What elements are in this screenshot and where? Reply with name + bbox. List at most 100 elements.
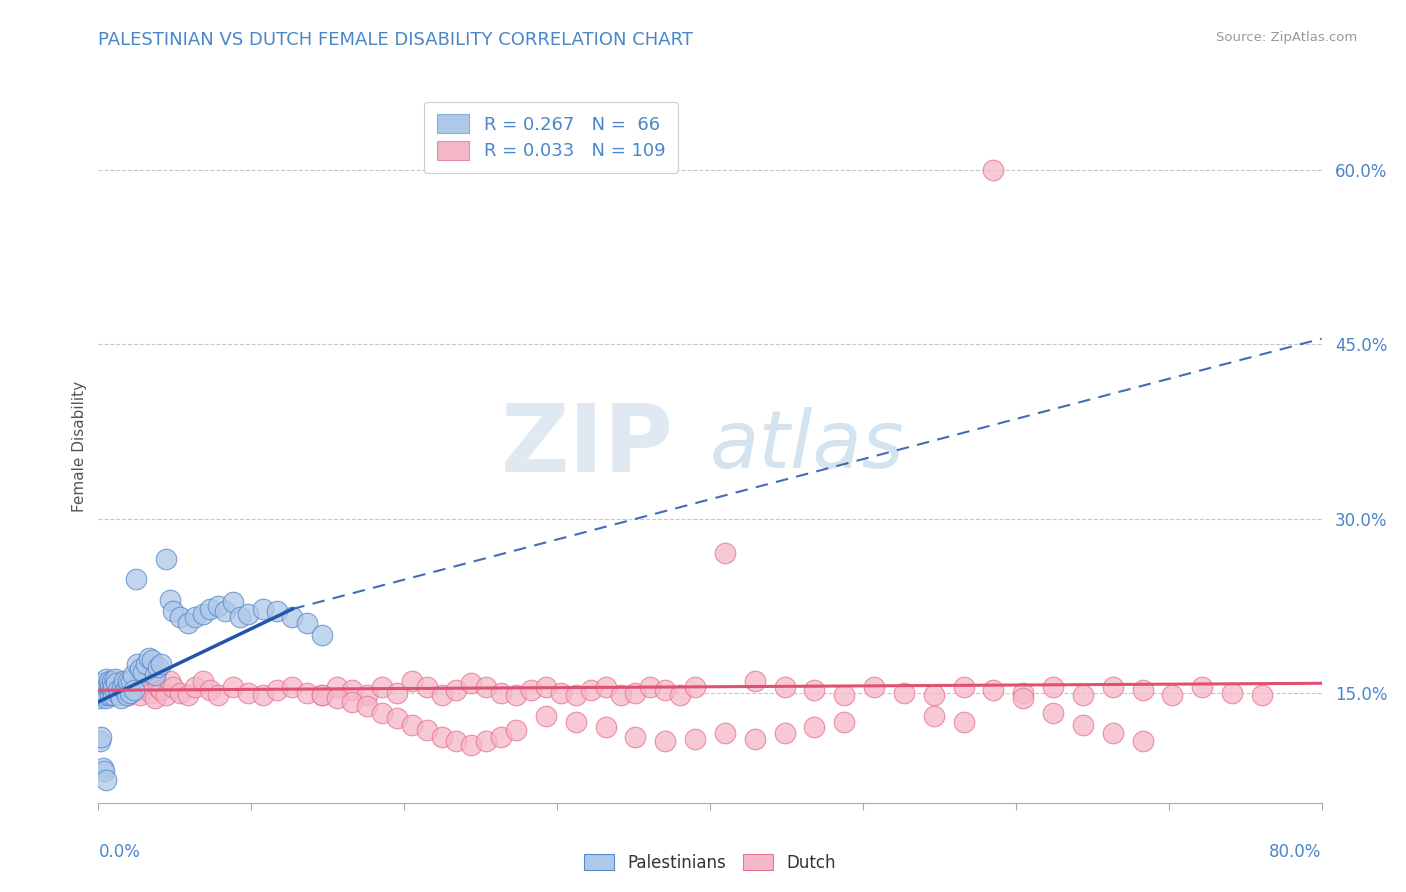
Point — [415, 723, 437, 737]
Point — [120, 680, 142, 694]
Point — [489, 685, 512, 699]
Point — [91, 688, 114, 702]
Point — [922, 708, 945, 723]
Point — [579, 683, 602, 698]
Point — [200, 683, 222, 698]
Point — [654, 734, 676, 748]
Point — [101, 673, 124, 688]
Point — [110, 691, 132, 706]
Point — [214, 604, 236, 618]
Point — [683, 680, 706, 694]
Point — [105, 680, 128, 694]
Point — [460, 738, 482, 752]
Point — [401, 718, 423, 732]
Point — [236, 685, 259, 699]
Point — [475, 734, 498, 748]
Point — [1101, 680, 1123, 694]
Point — [132, 665, 155, 679]
Point — [714, 726, 737, 740]
Point — [863, 680, 886, 694]
Point — [252, 602, 274, 616]
Point — [595, 680, 617, 694]
Point — [132, 673, 155, 688]
Point — [356, 699, 378, 714]
Point — [430, 688, 453, 702]
Point — [609, 688, 631, 702]
Text: PALESTINIAN VS DUTCH FEMALE DISABILITY CORRELATION CHART: PALESTINIAN VS DUTCH FEMALE DISABILITY C… — [98, 31, 693, 49]
Point — [1161, 688, 1184, 702]
Point — [773, 680, 796, 694]
Point — [121, 668, 143, 682]
Point — [311, 688, 333, 702]
Point — [94, 672, 117, 686]
Text: Source: ZipAtlas.com: Source: ZipAtlas.com — [1216, 31, 1357, 45]
Point — [159, 592, 181, 607]
Point — [520, 683, 543, 698]
Point — [129, 662, 152, 676]
Point — [1191, 680, 1213, 694]
Point — [1071, 688, 1094, 702]
Point — [385, 711, 408, 725]
Point — [221, 680, 243, 694]
Point — [90, 730, 112, 744]
Point — [120, 673, 142, 688]
Point — [98, 680, 121, 694]
Point — [114, 683, 136, 698]
Text: atlas: atlas — [710, 407, 905, 485]
Point — [266, 683, 288, 698]
Point — [150, 657, 173, 671]
Point — [125, 683, 148, 698]
Point — [162, 604, 184, 618]
Point — [101, 683, 124, 698]
Point — [952, 680, 974, 694]
Point — [1251, 688, 1274, 702]
Point — [110, 673, 132, 688]
Point — [340, 695, 363, 709]
Point — [595, 720, 617, 734]
Point — [94, 683, 117, 698]
Point — [489, 730, 512, 744]
Point — [105, 676, 128, 690]
Y-axis label: Female Disability: Female Disability — [72, 380, 87, 512]
Point — [983, 163, 1005, 178]
Point — [159, 673, 181, 688]
Point — [91, 761, 114, 775]
Point — [103, 680, 125, 694]
Point — [89, 691, 111, 706]
Point — [90, 676, 112, 690]
Point — [236, 607, 259, 621]
Point — [117, 673, 139, 688]
Point — [401, 673, 423, 688]
Point — [446, 734, 468, 748]
Point — [1101, 726, 1123, 740]
Point — [98, 688, 121, 702]
Point — [803, 683, 825, 698]
Point — [1132, 683, 1154, 698]
Point — [1132, 734, 1154, 748]
Point — [311, 627, 333, 641]
Point — [669, 688, 692, 702]
Point — [146, 660, 169, 674]
Point — [550, 685, 572, 699]
Point — [654, 683, 676, 698]
Point — [117, 679, 139, 693]
Point — [96, 688, 118, 702]
Point — [191, 673, 214, 688]
Point — [135, 657, 157, 671]
Point — [1012, 685, 1035, 699]
Point — [1071, 718, 1094, 732]
Point — [200, 602, 222, 616]
Point — [97, 673, 120, 688]
Point — [229, 610, 252, 624]
Point — [385, 685, 408, 699]
Point — [139, 685, 162, 699]
Point — [177, 688, 200, 702]
Point — [107, 683, 129, 698]
Point — [162, 680, 184, 694]
Point — [534, 708, 557, 723]
Point — [266, 604, 288, 618]
Point — [773, 726, 796, 740]
Point — [922, 688, 945, 702]
Point — [129, 688, 152, 702]
Point — [281, 610, 304, 624]
